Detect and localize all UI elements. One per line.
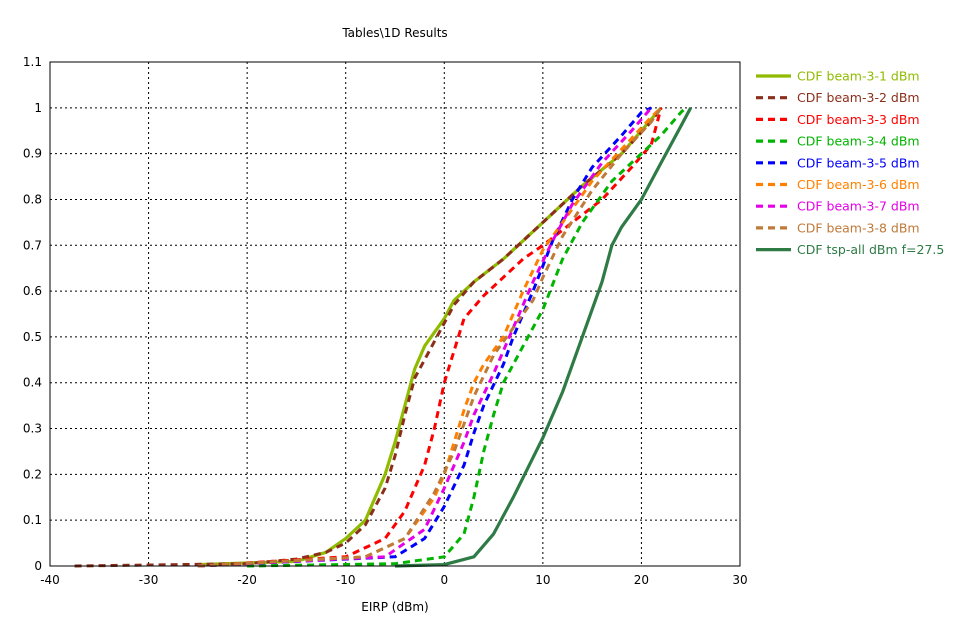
legend-label: CDF beam-3-5 dBm	[797, 155, 920, 170]
x-tick-label: -20	[237, 573, 257, 587]
x-tick-label: -30	[139, 573, 159, 587]
series-line-5	[197, 106, 652, 568]
x-tick-label: 10	[535, 573, 550, 587]
legend-label: CDF beam-3-2 dBm	[797, 90, 920, 105]
y-tick-label: 0.3	[23, 422, 42, 436]
series-line-4	[247, 106, 687, 568]
y-tick-label: 0.6	[23, 284, 42, 298]
series-line-9	[394, 107, 693, 568]
x-tick-label: 30	[732, 573, 747, 587]
x-tick-label: 0	[440, 573, 448, 587]
y-tick-label: 0.4	[23, 376, 42, 390]
legend-label: CDF beam-3-8 dBm	[797, 220, 920, 235]
y-tick-label: 0.7	[23, 238, 42, 252]
y-tick-label: 0.9	[23, 147, 42, 161]
x-tick-label: 20	[634, 573, 649, 587]
series-line-7	[197, 106, 653, 568]
y-tick-label: 0.2	[23, 467, 42, 481]
y-tick-label: 1.1	[23, 55, 42, 69]
x-tick-label: -10	[336, 573, 356, 587]
series-line-3	[197, 107, 663, 568]
legend-label: CDF beam-3-6 dBm	[797, 177, 920, 192]
legend-label: CDF beam-3-3 dBm	[797, 112, 920, 127]
series-line-1	[197, 106, 663, 567]
series-line-6	[197, 106, 663, 568]
series-line-8	[197, 106, 663, 568]
x-tick-label: -40	[40, 573, 60, 587]
y-tick-label: 0	[34, 559, 42, 573]
y-tick-label: 1	[34, 101, 42, 115]
y-tick-label: 0.8	[23, 192, 42, 206]
legend-label: CDF beam-3-4 dBm	[797, 134, 920, 149]
y-tick-label: 0.1	[23, 513, 42, 527]
legend-label: CDF tsp-all dBm f=27.5	[797, 242, 944, 257]
legend-label: CDF beam-3-7 dBm	[797, 199, 920, 214]
chart-title: Tables\1D Results	[341, 26, 447, 40]
legend-label: CDF beam-3-1 dBm	[797, 69, 920, 84]
x-axis-label: EIRP (dBm)	[361, 600, 428, 614]
y-tick-label: 0.5	[23, 330, 42, 344]
series-line-2	[74, 106, 663, 568]
plot-frame	[49, 61, 741, 567]
